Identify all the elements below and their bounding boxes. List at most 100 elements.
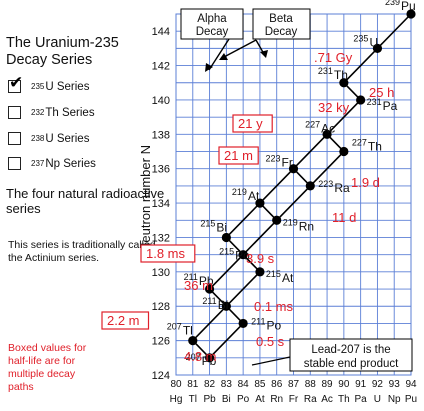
x-tick-label: 82 (204, 379, 216, 390)
nuclide-point (238, 318, 248, 329)
nuclide-label: 239Pu (385, 0, 416, 13)
decay-path (225, 271, 261, 307)
nuclide-label: 231Pa (367, 97, 398, 113)
decay-path (309, 150, 345, 187)
alpha-legend-box (180, 8, 244, 40)
element-tick-label: Pb (203, 394, 216, 405)
x-tick-label: 88 (305, 379, 317, 390)
half-life-label-boxed: 21 y (238, 116, 263, 131)
nuclide-label: 211Pb (184, 272, 214, 288)
half-life-label: 1.9 d (351, 175, 380, 190)
element-tick-label: Hg (170, 394, 183, 405)
nuclide-label: 231Th (318, 66, 348, 82)
alpha-decay-label: Alpha Decay (196, 13, 229, 38)
y-tick-label: 136 (152, 164, 170, 176)
lead-note-pointer (251, 356, 291, 366)
x-tick-label: 92 (372, 379, 384, 390)
decay-path (208, 254, 244, 290)
y-tick-label: 126 (152, 336, 170, 348)
element-tick-label: Ac (321, 394, 333, 405)
x-tick-label: 93 (389, 379, 401, 390)
x-tick-label: 85 (254, 379, 266, 390)
checkbox[interactable] (8, 157, 21, 170)
x-tick-label: 90 (338, 379, 350, 390)
nuclide-point (322, 129, 332, 139)
beta-arrow-right-head (260, 50, 268, 58)
nuclide-label: 219At (232, 187, 260, 203)
lead-note-box (289, 338, 413, 372)
four-series-note: The four natural radioactive series (6, 186, 165, 216)
element-tick-label: Th (338, 394, 350, 405)
series-label: Np Series (45, 157, 96, 170)
nuclide-label: 211Po (251, 316, 281, 332)
element-tick-label: Po (237, 394, 250, 405)
half-life-label-boxed: 2.2 m (107, 313, 140, 328)
decay-path (242, 219, 278, 256)
element-tick-label: Ra (304, 394, 317, 405)
x-tick-label: 94 (405, 379, 417, 390)
nuclide-label: 227Ac (305, 119, 335, 135)
half-life-label: 32 ky (318, 100, 350, 115)
decay-path (326, 99, 362, 135)
half-life-label: 0.1 ms (254, 299, 294, 314)
nuclide-label: 227Th (352, 138, 382, 154)
element-tick-label: At (255, 394, 265, 405)
nuclide-label: 235U (353, 33, 378, 49)
nuclide-label: 215Po (219, 247, 250, 263)
nuclide-label: 215Bi (200, 218, 227, 234)
series-label: U Series (45, 132, 90, 145)
y-tick-label: 124 (152, 370, 170, 382)
half-life-label: 0.5 s (256, 334, 285, 349)
y-tick-label: 140 (152, 95, 170, 107)
x-tick-label: 81 (187, 379, 199, 390)
element-tick-label: Np (388, 394, 401, 405)
alpha-arrow-head (205, 63, 213, 72)
beta-arrow-left-head (219, 53, 228, 60)
half-life-box (101, 311, 150, 330)
boxed-values-note: Boxed values for half-life are for multi… (8, 342, 87, 393)
nuclide-point (188, 336, 198, 346)
nuclide-point (255, 267, 265, 277)
x-tick-label: 83 (221, 379, 233, 390)
y-tick-label: 138 (152, 129, 170, 141)
y-axis-title: Neutron number N (138, 145, 153, 252)
series-label: U Series (45, 80, 90, 93)
decay-path (208, 322, 244, 359)
series-label: Th Series (45, 106, 95, 119)
series-option-th232[interactable]: 232 Th Series (8, 106, 95, 119)
half-life-label-boxed: 21 m (224, 148, 253, 163)
half-life-label: 36 m (184, 278, 213, 293)
checkbox[interactable] (8, 132, 21, 145)
page-title: The Uranium-235 Decay Series (6, 35, 119, 68)
y-tick-label: 128 (152, 301, 170, 313)
element-tick-label: U (374, 394, 381, 405)
series-option-u238[interactable]: 238 U Series (8, 132, 89, 145)
nuclide-point (339, 146, 349, 157)
x-tick-label: 89 (322, 379, 334, 390)
nuclide-point (272, 215, 282, 225)
x-tick-label: 87 (288, 379, 300, 390)
half-life-box (218, 146, 259, 165)
series-option-u235[interactable]: ✔ 235 U Series (8, 74, 90, 93)
decay-path (292, 133, 328, 170)
decay-path (376, 13, 412, 49)
actinium-note: This series is traditionally called the … (8, 239, 156, 264)
checkbox[interactable] (8, 106, 21, 119)
nuclide-label: 215At (266, 269, 294, 285)
series-mass: 232 (31, 108, 45, 117)
nuclide-point (221, 232, 231, 243)
beta-legend-box (252, 8, 311, 40)
nuclide-label: 223Ra (318, 179, 350, 195)
beta-arrow-left (223, 39, 257, 58)
half-life-box (140, 244, 196, 263)
half-life-label: 25 h (369, 85, 394, 100)
nuclide-point (238, 250, 248, 260)
series-option-np237[interactable]: 237 Np Series (8, 157, 96, 170)
half-life-label: 3.9 s (246, 251, 275, 266)
checkbox[interactable]: ✔ (8, 74, 23, 93)
decay-path (343, 47, 379, 84)
decay-path (259, 168, 295, 204)
nuclide-label: 223Fr (266, 154, 293, 170)
element-tick-label: Fr (289, 394, 299, 405)
